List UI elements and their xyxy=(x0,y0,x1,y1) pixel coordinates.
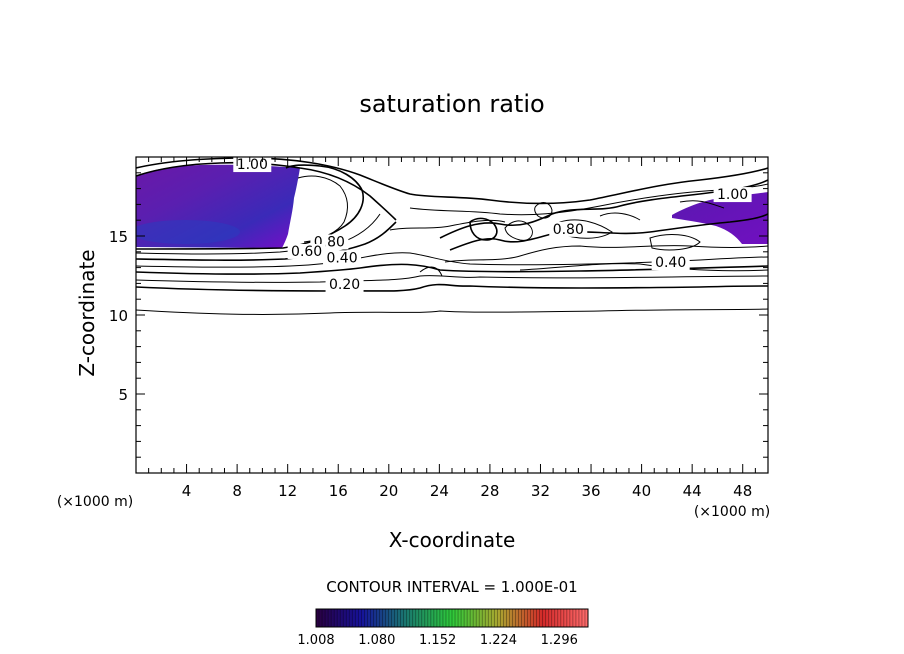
contour-label: 1.00 xyxy=(717,187,748,203)
colorbar-stripes xyxy=(318,609,586,627)
contour-interval-text: CONTOUR INTERVAL = 1.000E-01 xyxy=(326,578,577,596)
contour-lines xyxy=(136,157,768,315)
x-tick-label: 40 xyxy=(632,482,651,500)
y-axis: 5 10 15 xyxy=(109,172,768,458)
x-axis: 4 8 12 16 20 24 28 32 36 40 44 48 xyxy=(148,157,756,500)
y-axis-title: Z-coordinate xyxy=(75,249,99,376)
y-tick-label: 5 xyxy=(118,386,128,404)
x-tick-label: 44 xyxy=(683,482,702,500)
contour-label: 0.40 xyxy=(655,255,686,271)
contour-label: 0.40 xyxy=(326,250,357,266)
colorbar-label: 1.224 xyxy=(480,633,517,648)
colorbar: 1.008 1.080 1.152 1.224 1.296 xyxy=(297,608,589,648)
x-tick-label: 48 xyxy=(733,482,752,500)
x-tick-label: 24 xyxy=(430,482,449,500)
contour-label-bg xyxy=(325,277,364,293)
x-tick-label: 4 xyxy=(182,482,192,500)
colorbar-strip xyxy=(315,608,589,628)
contour-label-bg xyxy=(651,255,690,271)
y-axis-scale-note: (×1000 m) xyxy=(57,494,133,510)
contour-label: 0.60 xyxy=(291,244,322,260)
y-tick-label: 10 xyxy=(109,307,128,325)
chart-title: saturation ratio xyxy=(359,90,544,118)
y-tick-label: 15 xyxy=(109,228,128,246)
x-tick-label: 28 xyxy=(480,482,499,500)
colorbar-label: 1.008 xyxy=(297,633,334,648)
contour-label-bg xyxy=(713,187,752,203)
colorbar-labels: 1.008 1.080 1.152 1.224 1.296 xyxy=(297,633,577,648)
contour-label-bg xyxy=(549,221,588,237)
x-tick-label: 8 xyxy=(232,482,242,500)
shaded-region-right xyxy=(672,192,768,244)
contour-label-bg xyxy=(323,250,362,266)
contour-label-bg xyxy=(233,157,272,173)
x-axis-title: X-coordinate xyxy=(389,528,516,552)
contour-label-bg xyxy=(287,243,326,259)
contour-label: 0.80 xyxy=(553,222,584,238)
x-tick-label: 20 xyxy=(379,482,398,500)
contour-labels: 1.001.000.800.60 0.400.800.400.20 xyxy=(233,157,752,293)
x-tick-label: 16 xyxy=(329,482,348,500)
contour-label: 0.20 xyxy=(329,277,360,293)
x-tick-label: 12 xyxy=(278,482,297,500)
colorbar-label: 1.296 xyxy=(541,633,578,648)
x-tick-label: 36 xyxy=(581,482,600,500)
x-axis-scale-note: (×1000 m) xyxy=(694,504,770,520)
colorbar-label: 1.152 xyxy=(419,633,456,648)
colorbar-label: 1.080 xyxy=(358,633,395,648)
contour-label: 1.00 xyxy=(237,157,268,173)
x-tick-label: 32 xyxy=(531,482,550,500)
shaded-core-left xyxy=(136,220,240,244)
